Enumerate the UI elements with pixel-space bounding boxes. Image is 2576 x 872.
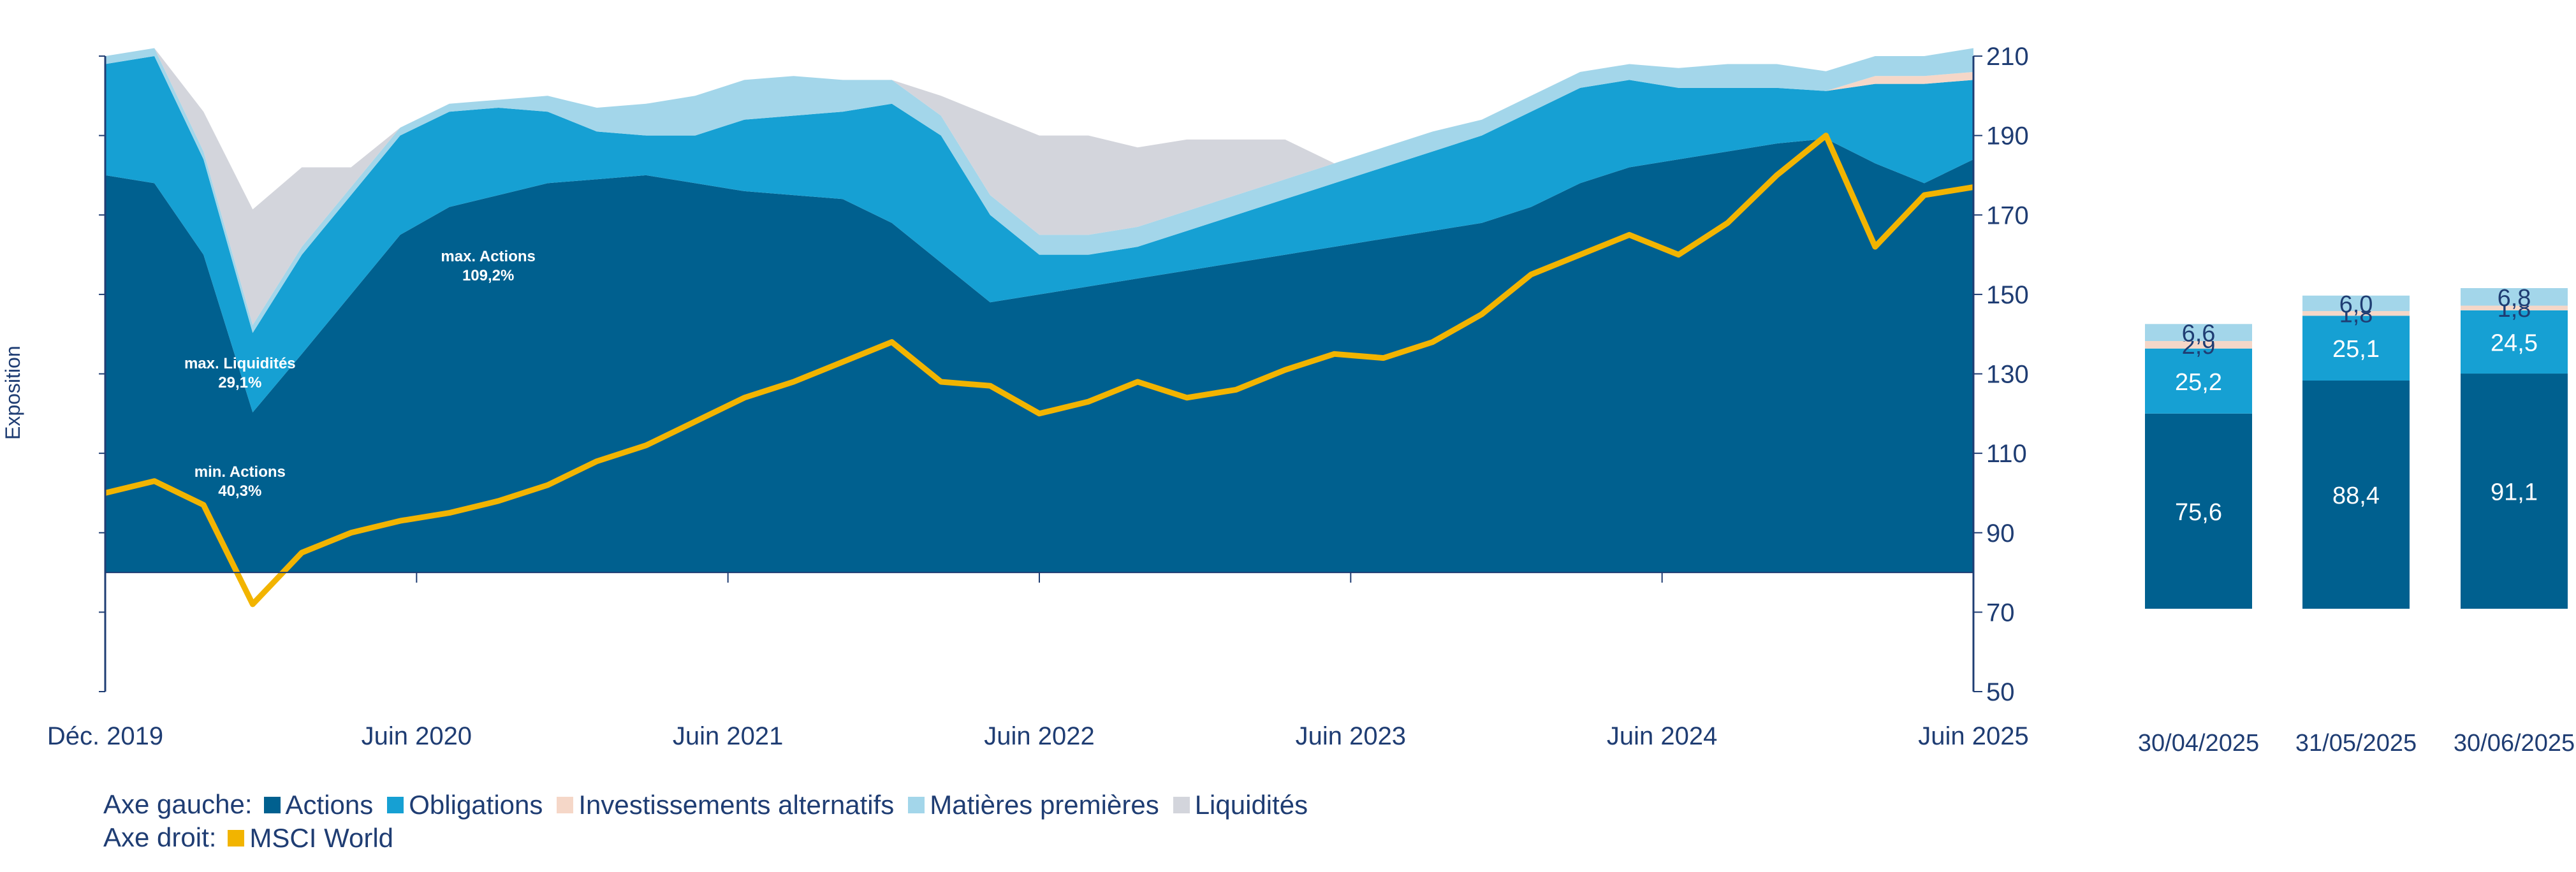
x-axis-tick-label: Déc. 2019 — [47, 722, 163, 750]
stacked-bars: 75,625,22,96,630/04/202588,425,11,86,031… — [2138, 285, 2575, 757]
bar-segment — [2461, 287, 2568, 306]
area-liquidites — [105, 48, 1973, 325]
bar-segment — [2461, 305, 2568, 310]
bar-segment — [2145, 413, 2252, 609]
legend-item: Matières premières — [908, 790, 1159, 820]
x-axis-tick-label: Juin 2021 — [673, 722, 783, 750]
right-axis-tick-label: 190 — [1986, 122, 2029, 150]
legend-swatch — [908, 796, 925, 813]
right-axis-tick-label: 90 — [1986, 520, 2015, 548]
legend-swatch — [557, 796, 574, 813]
annotation-value: 29,1% — [218, 374, 261, 391]
legend-item: Investissements alternatifs — [557, 790, 894, 820]
bar-segment — [2461, 310, 2568, 374]
bar-data-label: 6,8 — [2498, 285, 2531, 312]
bar-segment — [2302, 380, 2410, 609]
legend-left-row: Axe gauche: Actions Obligations Investisse… — [103, 788, 1322, 821]
bar-data-label: 25,1 — [2332, 336, 2380, 363]
legend-label: Matières premières — [930, 789, 1159, 820]
annotation-value: 109,2% — [462, 267, 514, 284]
x-axis-tick-label: Juin 2023 — [1296, 722, 1406, 750]
right-axis-tick-label: 170 — [1986, 201, 2029, 229]
area-layers — [104, 48, 1974, 607]
area-actions — [105, 138, 1973, 573]
bar-data-label: 91,1 — [2491, 479, 2538, 506]
x-axis-tick-label: Juin 2022 — [984, 722, 1094, 750]
legend-swatch — [263, 796, 281, 813]
bar-segment — [2302, 311, 2410, 316]
area-obligations — [105, 56, 1973, 412]
legend-swatch — [387, 796, 404, 813]
bar-segment — [2145, 341, 2252, 349]
legend: Axe gauche: Actions Obligations Investisse… — [103, 788, 1322, 854]
legend-label: Actions — [285, 789, 374, 820]
area-matieres-premieres — [105, 48, 1973, 333]
legend-label: Obligations — [409, 789, 543, 820]
right-axis-tick-label: 110 — [1986, 440, 2027, 468]
axes: 210 190 170 150 130 110 90 70 50 Déc. 2019 Juin 20… — [47, 43, 2029, 750]
annotation-value: 40,3% — [218, 483, 261, 500]
bar-data-label: 88,4 — [2332, 483, 2380, 509]
legend-right-row: Axe droit: MSCI World — [103, 821, 1322, 854]
annotation-title: max. Actions — [441, 248, 536, 265]
bar-segment — [2145, 324, 2252, 342]
x-axis-tick-label: Juin 2024 — [1607, 722, 1717, 750]
annotation-title: min. Actions — [194, 463, 286, 481]
right-axis-tick-label: 130 — [1986, 361, 2029, 389]
annotations: max. Actions 109,2% max. Liquidités 29,1% mi… — [184, 248, 536, 500]
bar-data-label: 24,5 — [2491, 330, 2538, 356]
y-axis-label: Exposition — [1, 345, 24, 440]
bar-data-label: 6,0 — [2339, 291, 2373, 318]
bar-data-label: 25,2 — [2175, 369, 2222, 396]
legend-item: Actions — [263, 789, 374, 820]
legend-swatch — [228, 829, 245, 847]
bar-segment — [2302, 316, 2410, 381]
legend-swatch — [1173, 796, 1190, 813]
right-axis-tick-label: 70 — [1986, 599, 2015, 627]
bar-segment — [2145, 348, 2252, 414]
line-msci-world — [104, 133, 1974, 607]
legend-left-axis-label: Axe gauche: — [103, 789, 252, 819]
annotation-title: max. Liquidités — [184, 355, 296, 372]
legend-label: Investissements alternatifs — [578, 789, 895, 820]
right-axis-tick-label: 50 — [1986, 678, 2015, 706]
x-axis-tick-label: Juin 2020 — [362, 722, 472, 750]
legend-item: Liquidités — [1173, 790, 1308, 820]
legend-label: Liquidités — [1194, 789, 1308, 820]
bar-category-label: 30/06/2025 — [2454, 730, 2575, 757]
bar-data-label: 6,6 — [2182, 321, 2216, 347]
bar-category-label: 31/05/2025 — [2295, 730, 2417, 757]
right-axis-tick-label: 210 — [1986, 43, 2029, 71]
legend-label: MSCI World — [249, 822, 394, 853]
bar-segment — [2302, 295, 2410, 312]
right-axis-tick-label: 150 — [1986, 281, 2029, 309]
bar-segment — [2461, 374, 2568, 609]
legend-right-axis-label: Axe droit: — [103, 822, 217, 852]
bar-category-label: 30/04/2025 — [2138, 730, 2259, 757]
bar-data-label: 75,6 — [2175, 499, 2222, 526]
legend-item: MSCI World — [228, 823, 393, 854]
x-axis-tick-label: Juin 2025 — [1918, 722, 2028, 750]
legend-item: Obligations — [387, 790, 543, 820]
